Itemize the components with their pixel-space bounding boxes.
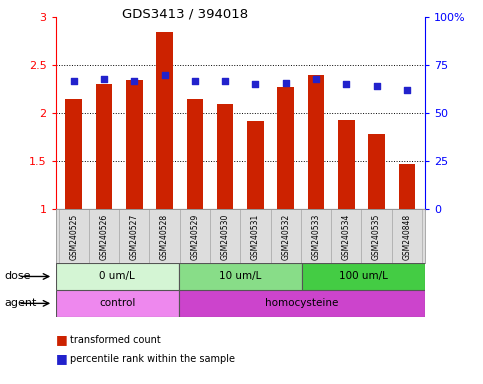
Text: GSM240530: GSM240530 <box>221 214 229 260</box>
Bar <box>56 263 179 290</box>
Bar <box>247 121 264 209</box>
Point <box>130 78 138 84</box>
Text: 0 um/L: 0 um/L <box>99 271 135 281</box>
Text: 100 um/L: 100 um/L <box>339 271 388 281</box>
Bar <box>89 209 119 263</box>
Point <box>221 78 229 84</box>
Point <box>70 78 78 84</box>
Text: GDS3413 / 394018: GDS3413 / 394018 <box>122 8 248 21</box>
Point <box>282 79 290 86</box>
Bar <box>156 32 173 209</box>
Text: control: control <box>99 298 135 308</box>
Point <box>100 76 108 82</box>
Bar <box>368 134 385 209</box>
Text: transformed count: transformed count <box>70 335 161 345</box>
Text: GSM240848: GSM240848 <box>402 214 412 260</box>
Point <box>252 81 259 88</box>
Bar <box>308 75 325 209</box>
Bar <box>179 263 302 290</box>
Bar <box>56 290 179 317</box>
Bar <box>65 99 82 209</box>
Bar <box>58 209 89 263</box>
Bar <box>180 209 210 263</box>
Text: GSM240534: GSM240534 <box>342 214 351 260</box>
Text: homocysteine: homocysteine <box>265 298 339 308</box>
Text: ■: ■ <box>56 333 67 346</box>
Bar <box>301 209 331 263</box>
Point <box>161 72 169 78</box>
Text: 10 um/L: 10 um/L <box>219 271 261 281</box>
Text: GSM240526: GSM240526 <box>99 214 109 260</box>
Point <box>312 76 320 82</box>
Bar <box>277 88 294 209</box>
Point <box>373 83 381 89</box>
Bar <box>186 99 203 209</box>
Text: ■: ■ <box>56 353 67 366</box>
Point <box>342 81 350 88</box>
Point <box>403 87 411 93</box>
Text: GSM240535: GSM240535 <box>372 214 381 260</box>
Bar <box>338 120 355 209</box>
Text: GSM240525: GSM240525 <box>69 214 78 260</box>
Bar <box>179 290 425 317</box>
Bar <box>398 164 415 209</box>
Text: GSM240529: GSM240529 <box>190 214 199 260</box>
Bar <box>392 209 422 263</box>
Bar <box>210 209 241 263</box>
Bar <box>270 209 301 263</box>
Text: GSM240533: GSM240533 <box>312 214 321 260</box>
Bar <box>149 209 180 263</box>
Bar <box>96 84 113 209</box>
Bar <box>302 263 425 290</box>
Bar <box>217 104 233 209</box>
Text: percentile rank within the sample: percentile rank within the sample <box>70 354 235 364</box>
Bar <box>241 209 270 263</box>
Text: dose: dose <box>5 271 31 281</box>
Text: GSM240531: GSM240531 <box>251 214 260 260</box>
Bar <box>119 209 149 263</box>
Text: GSM240532: GSM240532 <box>281 214 290 260</box>
Text: agent: agent <box>5 298 37 308</box>
Bar <box>126 80 142 209</box>
Text: GSM240528: GSM240528 <box>160 214 169 260</box>
Point <box>191 78 199 84</box>
Bar <box>331 209 361 263</box>
Bar <box>361 209 392 263</box>
Text: GSM240527: GSM240527 <box>130 214 139 260</box>
